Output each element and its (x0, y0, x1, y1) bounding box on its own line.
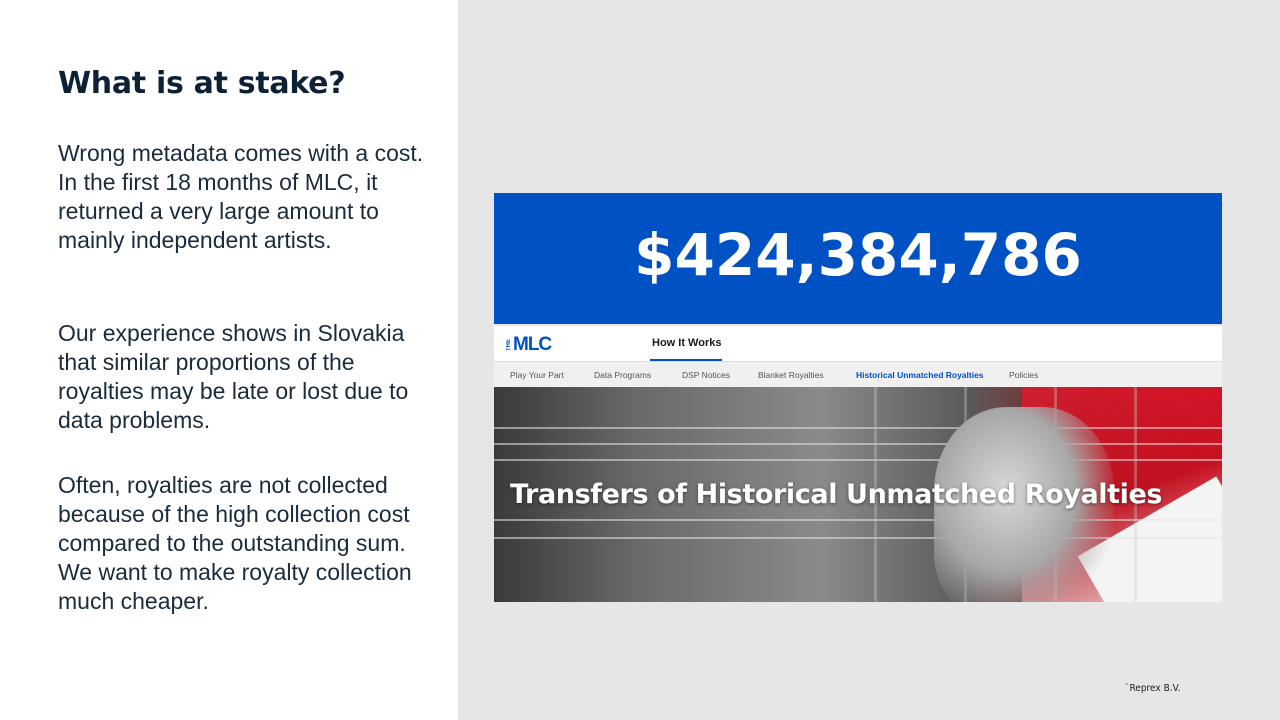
guitar-string (494, 443, 1222, 445)
unmatched-royalties-amount: $424,384,786 (634, 221, 1082, 289)
guitar-fret (874, 387, 877, 602)
logo-mlc-text: MLC (513, 334, 552, 355)
subnav-historical-unmatched-royalties: Historical Unmatched Royalties (856, 370, 984, 380)
subnav-dsp-notices: DSP Notices (682, 370, 731, 380)
mlc-logo: THE MLC (506, 334, 552, 355)
guitar-string (494, 427, 1222, 429)
subnav-play-your-part: Play Your Part (510, 370, 564, 380)
mlc-navbar: THE MLC How It Works (494, 324, 1222, 362)
slide-title: What is at stake? (58, 66, 346, 101)
paragraph-slovakia-experience: Our experience shows in Slovakia that si… (58, 320, 409, 433)
mlc-website-screenshot: $424,384,786 THE MLC How It Works Play Y… (494, 193, 1222, 602)
subnav-data-programs: Data Programs (594, 370, 652, 380)
mlc-subnav: Play Your Part Data Programs DSP Notices… (494, 361, 1222, 387)
guitar-string (494, 537, 1222, 539)
guitar-hero-image: Transfers of Historical Unmatched Royalt… (494, 387, 1222, 602)
hero-title: Transfers of Historical Unmatched Royalt… (510, 479, 1163, 510)
guitar-fret (1134, 387, 1137, 602)
guitar-string (494, 459, 1222, 461)
amount-banner: $424,384,786 (494, 193, 1222, 324)
nav-active-underline (650, 359, 722, 362)
paragraph-metadata-cost: Wrong metadata comes with a cost. In the… (58, 140, 424, 253)
guitar-string (494, 519, 1222, 521)
nav-how-it-works: How It Works (652, 337, 722, 349)
subnav-policies: Policies (1009, 370, 1039, 380)
text-panel (0, 0, 458, 720)
subnav-blanket-royalties: Blanket Royalties (758, 370, 824, 380)
paragraph-collection-cost: Often, royalties are not collected becau… (58, 472, 412, 614)
logo-the-text: THE (506, 339, 512, 351)
hand-shape (934, 407, 1114, 602)
footer-credit: `Reprex B.V. (1125, 683, 1181, 694)
